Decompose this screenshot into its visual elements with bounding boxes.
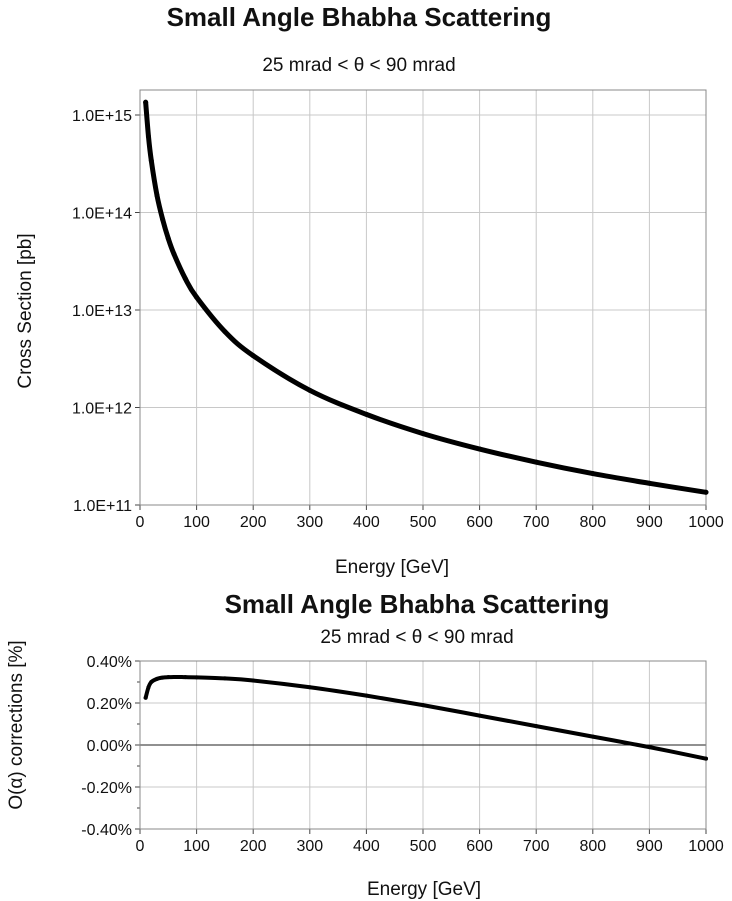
chart2-title: Small Angle Bhabha Scattering	[225, 589, 610, 619]
chart2-x-tick-label: 1000	[688, 838, 724, 855]
chart1-x-tick-label: 300	[296, 514, 323, 531]
chart1-data-point	[363, 411, 369, 417]
chart2-x-axis-label: Energy [GeV]	[367, 879, 481, 900]
chart2-data-point	[171, 674, 176, 679]
chart1-x-axis-label: Energy [GeV]	[335, 557, 449, 578]
chart1-x-tick-label: 600	[466, 514, 493, 531]
chart2-y-tick-label: -0.20%	[81, 780, 132, 797]
chart1-data-point	[148, 158, 154, 164]
chart1-data-point	[646, 480, 652, 486]
chart2-y-tick-label: -0.40%	[81, 822, 132, 839]
chart1-data-point	[533, 459, 539, 465]
chart1-data-point	[194, 294, 200, 300]
chart2-y-tick-label: 0.20%	[87, 696, 132, 713]
chart2-x-tick-label: 0	[136, 838, 145, 855]
chart2-x-tick-label: 700	[523, 838, 550, 855]
chart2-data-point	[194, 675, 199, 680]
chart1-data-point	[703, 489, 709, 495]
chart2-x-tick-label: 900	[636, 838, 663, 855]
chart2-subtitle: 25 mrad < θ < 90 mrad	[320, 627, 513, 648]
chart1-x-tick-label: 100	[183, 514, 210, 531]
chart2-data-point	[421, 703, 425, 708]
chart2-x-tick-label: 300	[296, 838, 323, 855]
chart2-data-point	[222, 676, 227, 681]
chart2-data-point	[647, 745, 652, 750]
chart1-data-point	[165, 236, 171, 242]
chart2-plot-frame	[139, 660, 707, 830]
chart1-y-tick-label: 1.0E+11	[73, 498, 132, 515]
chart2-x-tick-label: 400	[353, 838, 380, 855]
chart1-data-point	[477, 446, 483, 452]
chart1-data-point	[160, 216, 166, 222]
chart2-y-tick-label: 0.40%	[87, 654, 132, 671]
chart1-x-tick-label: 700	[523, 514, 550, 531]
chart1-data-point	[182, 276, 188, 282]
chart2-data-point	[146, 685, 151, 690]
chart2-x-tick-label: 800	[579, 838, 606, 855]
chart2-y-tick-label: 0.00%	[87, 738, 132, 755]
chart1-x-tick-label: 400	[353, 514, 380, 531]
chart2-data-point	[307, 685, 312, 690]
chart2-x-tick-label: 600	[466, 838, 493, 855]
chart1-title: Small Angle Bhabha Scattering	[167, 2, 552, 32]
chart2-data-point	[477, 713, 482, 718]
chart1-x-tick-label: 1000	[688, 514, 724, 531]
chart1-x-tick-label: 800	[579, 514, 606, 531]
chart2-data-point	[590, 734, 595, 739]
chart2-data-point	[166, 675, 171, 680]
chart1-y-tick-label: 1.0E+15	[72, 108, 132, 125]
chart2-x-tick-label: 200	[240, 838, 267, 855]
chart1-data-point	[154, 192, 160, 198]
chart1-x-tick-label: 0	[136, 514, 145, 531]
chart2-data-point	[251, 678, 256, 683]
chart1-x-tick-label: 900	[636, 514, 663, 531]
chart1-x-tick-label: 500	[410, 514, 437, 531]
chart2-data-point	[364, 693, 369, 698]
chart2-data-point	[160, 675, 165, 680]
chart2-data-point	[149, 680, 154, 684]
chart1-y-axis-label: Cross Section [pb]	[15, 233, 36, 388]
chart2-data-point	[704, 756, 708, 761]
chart1-data-point	[145, 134, 151, 140]
chart1-y-tick-label: 1.0E+12	[72, 401, 132, 418]
chart1-subtitle: 25 mrad < θ < 90 mrad	[262, 55, 455, 76]
chart2-y-axis-label: O(α) corrections [%]	[6, 640, 27, 809]
chart2-series-line	[143, 674, 708, 761]
chart1-data-point	[590, 471, 596, 477]
chart2-data-point	[183, 675, 188, 680]
chart1-data-point	[250, 353, 256, 359]
chart1-plot-frame	[139, 89, 707, 506]
chart1-y-tick-label: 1.0E+14	[72, 206, 132, 223]
chart1-data-point	[222, 329, 228, 335]
chart2-data-point	[534, 724, 539, 729]
chart2-data-point	[143, 695, 148, 700]
chart1-data-point	[171, 251, 177, 257]
chart1-data-point	[420, 431, 426, 437]
chart2-data-point	[177, 674, 182, 679]
chart2-plot: 0 100 200 300 400 500 600 700 800 900 1000 0.40% 0.2…	[81, 654, 724, 855]
chart1-data-point	[143, 99, 149, 105]
chart1-plot: 0 100 200 300 400 500 600 700 800 900 1000 1.0E+11 1…	[72, 89, 724, 531]
chart1-series-line	[143, 99, 709, 495]
chart1-x-tick-label: 200	[240, 514, 267, 531]
chart1-y-tick-label: 1.0E+13	[72, 303, 132, 320]
chart2-data-point	[154, 676, 159, 681]
chart2-x-tick-label: 500	[410, 838, 437, 855]
chart1-data-point	[307, 387, 313, 393]
chart2-x-tick-label: 100	[183, 838, 210, 855]
